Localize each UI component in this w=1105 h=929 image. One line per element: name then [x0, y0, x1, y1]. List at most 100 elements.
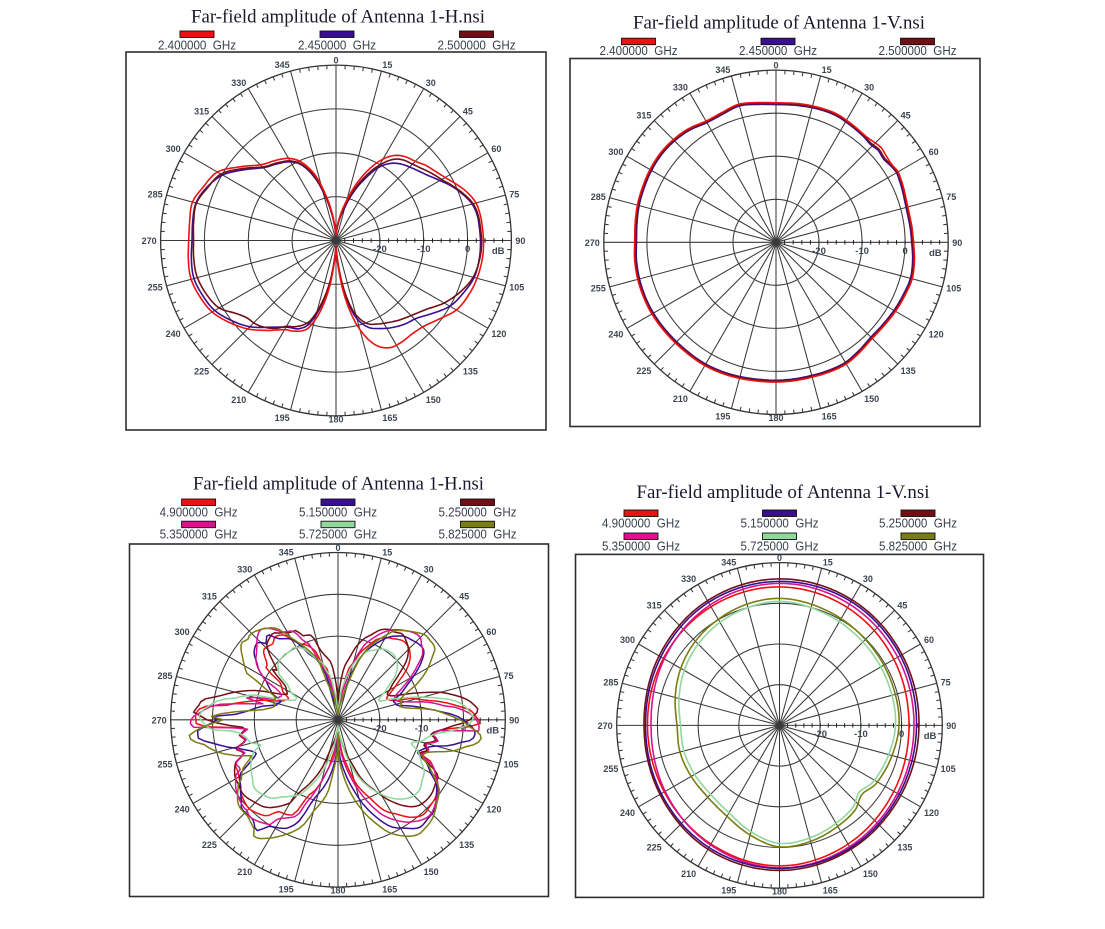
svg-text:5.350000 GHz: 5.350000 GHz: [160, 528, 238, 542]
svg-text:165: 165: [822, 412, 837, 422]
svg-text:45: 45: [901, 111, 911, 121]
svg-text:285: 285: [148, 190, 163, 200]
svg-text:300: 300: [166, 144, 181, 154]
svg-text:315: 315: [202, 592, 217, 602]
svg-text:45: 45: [463, 107, 473, 117]
svg-text:45: 45: [897, 601, 907, 611]
svg-text:90: 90: [946, 721, 956, 731]
svg-text:210: 210: [681, 869, 696, 879]
svg-text:225: 225: [636, 366, 651, 376]
svg-text:-20: -20: [813, 729, 827, 740]
svg-text:300: 300: [175, 627, 190, 637]
svg-text:-10: -10: [855, 246, 869, 257]
svg-text:225: 225: [647, 842, 662, 852]
svg-text:0: 0: [333, 55, 338, 65]
svg-text:135: 135: [901, 366, 916, 376]
svg-text:240: 240: [166, 329, 181, 339]
svg-text:240: 240: [620, 808, 635, 818]
svg-text:150: 150: [863, 869, 878, 879]
svg-text:210: 210: [673, 394, 688, 404]
svg-text:4.900000 GHz: 4.900000 GHz: [160, 506, 238, 520]
svg-text:105: 105: [504, 760, 519, 770]
svg-text:255: 255: [591, 283, 606, 293]
svg-text:30: 30: [424, 564, 434, 574]
svg-text:135: 135: [463, 366, 478, 376]
svg-text:300: 300: [608, 147, 623, 157]
svg-text:90: 90: [509, 715, 519, 725]
svg-text:135: 135: [459, 840, 474, 850]
svg-text:60: 60: [924, 635, 934, 645]
svg-text:-10: -10: [854, 729, 868, 740]
svg-text:0: 0: [461, 723, 466, 734]
svg-text:165: 165: [382, 413, 397, 423]
svg-text:240: 240: [608, 329, 623, 339]
svg-text:-20: -20: [373, 244, 387, 255]
svg-text:75: 75: [509, 190, 519, 200]
svg-text:5.825000 GHz: 5.825000 GHz: [879, 540, 957, 554]
svg-text:135: 135: [897, 842, 912, 852]
svg-text:285: 285: [591, 192, 606, 202]
svg-text:180: 180: [768, 413, 783, 423]
svg-text:330: 330: [237, 564, 252, 574]
svg-text:120: 120: [486, 804, 501, 814]
svg-text:45: 45: [459, 592, 469, 602]
svg-text:180: 180: [328, 414, 343, 424]
svg-text:345: 345: [279, 547, 294, 557]
svg-text:15: 15: [382, 60, 392, 70]
svg-text:-20: -20: [373, 723, 387, 734]
svg-text:345: 345: [721, 557, 736, 567]
svg-text:Far-field amplitude of Antenna: Far-field amplitude of Antenna 1-V.nsi: [633, 13, 925, 34]
svg-text:30: 30: [864, 83, 874, 93]
svg-text:Far-field amplitude of Antenna: Far-field amplitude of Antenna 1-H.nsi: [191, 7, 485, 28]
svg-text:195: 195: [715, 412, 730, 422]
svg-text:dB: dB: [924, 731, 937, 742]
svg-text:5.350000 GHz: 5.350000 GHz: [602, 540, 680, 554]
svg-text:180: 180: [772, 887, 787, 897]
svg-text:5.725000 GHz: 5.725000 GHz: [741, 540, 819, 554]
svg-text:300: 300: [620, 635, 635, 645]
svg-text:255: 255: [157, 760, 172, 770]
svg-text:2.450000 GHz: 2.450000 GHz: [739, 44, 817, 58]
svg-text:5.150000 GHz: 5.150000 GHz: [741, 517, 819, 531]
svg-text:270: 270: [152, 715, 167, 725]
svg-text:dB: dB: [492, 246, 505, 257]
svg-text:5.725000 GHz: 5.725000 GHz: [299, 528, 377, 542]
svg-text:90: 90: [952, 238, 962, 248]
svg-text:Far-field amplitude of Antenna: Far-field amplitude of Antenna 1-V.nsi: [637, 482, 930, 503]
svg-text:285: 285: [157, 671, 172, 681]
svg-text:75: 75: [946, 192, 956, 202]
svg-text:2.450000 GHz: 2.450000 GHz: [298, 39, 376, 53]
svg-text:0: 0: [777, 553, 782, 563]
svg-text:270: 270: [142, 236, 157, 246]
svg-text:255: 255: [603, 764, 618, 774]
svg-text:195: 195: [275, 413, 290, 423]
svg-text:315: 315: [194, 107, 209, 117]
svg-text:165: 165: [382, 884, 397, 894]
svg-text:15: 15: [382, 547, 392, 557]
svg-text:5.250000 GHz: 5.250000 GHz: [879, 517, 957, 531]
svg-text:60: 60: [486, 627, 496, 637]
svg-text:30: 30: [426, 78, 436, 88]
svg-text:105: 105: [941, 764, 956, 774]
svg-text:0: 0: [773, 60, 778, 70]
svg-text:-10: -10: [417, 244, 431, 255]
svg-text:15: 15: [822, 65, 832, 75]
svg-text:120: 120: [491, 329, 506, 339]
svg-text:165: 165: [823, 886, 838, 896]
svg-text:330: 330: [231, 78, 246, 88]
svg-text:225: 225: [194, 366, 209, 376]
svg-text:345: 345: [715, 65, 730, 75]
svg-text:105: 105: [509, 282, 524, 292]
svg-text:315: 315: [647, 601, 662, 611]
svg-text:210: 210: [231, 395, 246, 405]
svg-text:210: 210: [237, 867, 252, 877]
svg-text:5.150000 GHz: 5.150000 GHz: [299, 506, 377, 520]
svg-text:dB: dB: [929, 248, 942, 259]
svg-text:270: 270: [585, 238, 600, 248]
svg-text:195: 195: [279, 884, 294, 894]
svg-text:0: 0: [899, 729, 904, 740]
svg-text:dB: dB: [486, 725, 499, 736]
svg-text:150: 150: [426, 395, 441, 405]
svg-text:315: 315: [636, 111, 651, 121]
svg-text:5.825000 GHz: 5.825000 GHz: [439, 528, 517, 542]
